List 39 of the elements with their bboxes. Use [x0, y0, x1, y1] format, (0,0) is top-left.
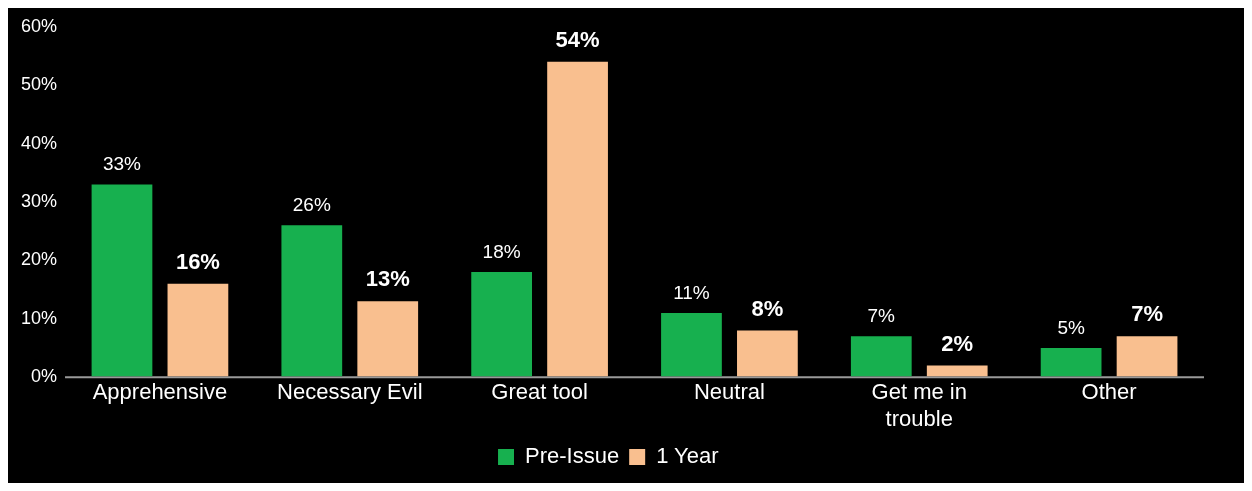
bar	[1116, 336, 1178, 377]
y-tick-label: 10%	[21, 307, 58, 328]
bar	[661, 312, 722, 377]
data-label: 13%	[365, 266, 410, 292]
x-tick-label: Apprehensive	[92, 379, 228, 405]
x-tick-label: Great tool	[491, 379, 588, 405]
legend-label: 1 Year	[656, 443, 719, 469]
y-tick-label: 30%	[21, 190, 58, 211]
data-label: 2%	[941, 330, 974, 356]
y-tick-label: 50%	[21, 74, 58, 95]
y-tick-label: 20%	[21, 249, 58, 270]
bar	[91, 184, 153, 377]
bar	[1040, 348, 1102, 377]
data-label: 54%	[555, 26, 600, 52]
bar	[357, 301, 419, 377]
data-label: 33%	[102, 153, 142, 175]
y-tick-label: 60%	[21, 15, 58, 36]
legend-label: Pre-Issue	[525, 443, 620, 469]
data-label: 7%	[1131, 301, 1163, 327]
data-label: 7%	[867, 305, 896, 327]
x-tick-label: Neutral	[693, 379, 765, 405]
data-label: 11%	[673, 281, 710, 303]
bar	[281, 225, 343, 377]
x-tick-label: Necessary Evil	[277, 379, 423, 405]
data-label: 18%	[482, 240, 521, 262]
data-label: 8%	[751, 295, 784, 321]
bar	[547, 61, 608, 377]
x-tick-label: Get me in trouble	[871, 379, 967, 431]
y-tick-label: 0%	[31, 366, 58, 387]
data-label: 16%	[175, 248, 220, 274]
data-label: 5%	[1057, 316, 1085, 338]
bar	[850, 336, 912, 377]
data-label: 26%	[292, 194, 331, 216]
x-tick-label: Other	[1081, 379, 1137, 405]
bar	[926, 365, 988, 377]
bar	[167, 283, 229, 377]
bar	[471, 272, 533, 377]
y-tick-label: 40%	[21, 132, 58, 153]
bar	[737, 330, 798, 377]
